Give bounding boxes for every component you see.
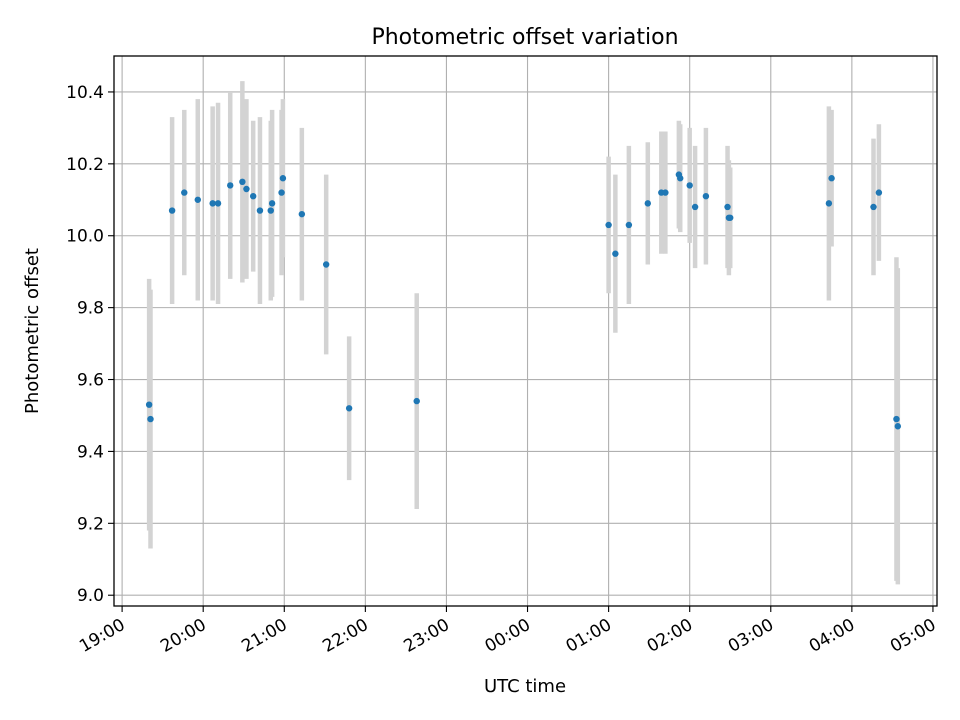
y-tick-label: 9.0 (77, 586, 104, 606)
x-tick-label: 20:00 (157, 615, 209, 657)
data-point (249, 192, 257, 200)
x-tick-label: 05:00 (887, 615, 939, 657)
chart-title: Photometric offset variation (371, 25, 678, 50)
y-tick-label: 10.0 (66, 227, 104, 247)
data-point (702, 192, 710, 200)
data-point (825, 200, 833, 207)
data-point (686, 182, 693, 189)
error-bars (146, 81, 901, 585)
data-point (278, 189, 285, 196)
data-point (605, 221, 612, 229)
x-tick-label: 22:00 (319, 615, 371, 657)
x-axis-ticks: 19:00 20:00 21:00 22:00 23:00 00:00 01:00 02:00… (76, 606, 939, 657)
data-point (644, 200, 652, 207)
y-tick-label: 9.8 (77, 299, 104, 319)
y-tick-label: 10.2 (66, 155, 104, 175)
data-point (298, 210, 306, 218)
y-axis-label: Photometric offset (22, 248, 43, 414)
data-point (625, 221, 633, 229)
data-point (662, 189, 669, 196)
x-tick-label: 23:00 (401, 615, 453, 657)
data-point (691, 203, 699, 211)
y-tick-label: 9.2 (77, 514, 104, 534)
data-point (727, 214, 734, 221)
data-point (181, 189, 188, 196)
plot-frame (113, 55, 938, 607)
x-tick-label: 02:00 (644, 615, 696, 657)
x-tick-label: 21:00 (238, 615, 290, 657)
data-point (875, 189, 883, 196)
data-point (267, 207, 274, 214)
x-tick-label: 00:00 (482, 615, 534, 657)
data-point (828, 175, 835, 182)
y-tick-label: 9.4 (77, 442, 104, 462)
data-points (145, 171, 902, 430)
y-tick-label: 10.4 (66, 83, 104, 103)
data-point (239, 178, 246, 186)
data-point (677, 175, 684, 182)
data-point (227, 182, 234, 189)
data-point (209, 200, 216, 207)
data-point (612, 250, 619, 257)
data-point (194, 196, 201, 203)
data-point (214, 200, 222, 207)
grid-lines (114, 56, 937, 606)
data-point (168, 207, 176, 214)
data-point (322, 261, 330, 268)
data-point (724, 203, 731, 211)
data-point (243, 185, 250, 193)
data-point (268, 200, 276, 207)
data-point (345, 405, 353, 412)
data-point (893, 415, 900, 423)
y-tick-label: 9.6 (77, 371, 104, 391)
x-axis-label: UTC time (484, 676, 566, 697)
data-point (870, 203, 877, 211)
data-point (279, 175, 287, 182)
data-point (256, 207, 264, 214)
x-tick-label: 19:00 (76, 615, 128, 657)
data-point (145, 401, 153, 408)
x-tick-label: 03:00 (725, 615, 777, 657)
x-tick-label: 01:00 (563, 615, 615, 657)
data-point (894, 423, 902, 430)
x-tick-label: 04:00 (806, 615, 858, 657)
data-point (147, 415, 154, 423)
data-point (413, 397, 420, 405)
y-axis-ticks: 9.0 9.2 9.4 9.6 9.8 10.0 10.2 10.4 (66, 83, 114, 606)
